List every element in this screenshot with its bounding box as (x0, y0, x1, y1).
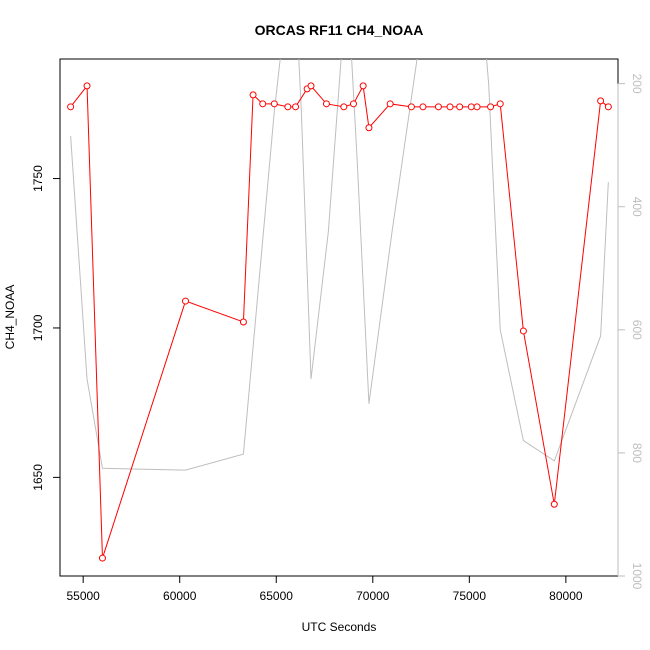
x-tick-label: 70000 (356, 589, 390, 603)
x-tick-label: 65000 (260, 589, 294, 603)
secondary-series-line (70, 59, 609, 471)
data-point (604, 103, 612, 111)
x-tick-label: 75000 (453, 589, 487, 603)
data-point (349, 100, 357, 108)
y-tick-label: 1750 (31, 165, 45, 192)
x-tick-label: 80000 (549, 589, 583, 603)
data-point (67, 103, 75, 111)
plot-clip (67, 59, 612, 562)
data-point (249, 91, 257, 99)
data-point (307, 82, 315, 90)
y-axis-right: 200 400 600 800 1000 (617, 74, 644, 590)
data-point (386, 100, 394, 108)
data-point (496, 100, 504, 108)
y2-tick-label: 400 (630, 197, 644, 217)
plot-area (59, 58, 619, 577)
data-point (270, 100, 278, 108)
data-point (419, 103, 427, 111)
data-point (446, 103, 454, 111)
y-tick-label: 1700 (31, 314, 45, 341)
y2-tick-label: 200 (630, 74, 644, 94)
x-tick-label: 60000 (163, 589, 197, 603)
y-axis-label: CH4_NOAA (3, 285, 17, 350)
data-point (434, 103, 442, 111)
data-point (473, 103, 481, 111)
data-point (322, 100, 330, 108)
primary-series-line (70, 84, 609, 559)
chart-title: ORCAS RF11 CH4_NOAA (255, 22, 424, 38)
data-point (98, 554, 106, 562)
data-point (365, 124, 373, 132)
data-point (182, 297, 190, 305)
data-point (83, 82, 91, 90)
data-point (284, 103, 292, 111)
y2-tick-label: 600 (630, 320, 644, 340)
x-tick-label: 55000 (66, 589, 100, 603)
data-point (456, 103, 464, 111)
data-point (407, 103, 415, 111)
series-primary (67, 82, 612, 562)
data-point (519, 327, 527, 335)
data-point (467, 103, 475, 111)
data-point (340, 103, 348, 111)
x-axis-label: UTC Seconds (302, 620, 377, 634)
y-tick-label: 1650 (31, 464, 45, 491)
data-point (259, 100, 267, 108)
y2-tick-label: 1000 (630, 563, 644, 590)
x-axis: 55000 60000 65000 70000 75000 80000 (66, 575, 583, 603)
y-axis-left: 1650 1700 1750 (31, 165, 61, 491)
series-secondary (70, 59, 609, 471)
data-point (239, 318, 247, 326)
data-point (597, 97, 605, 105)
data-point (292, 103, 300, 111)
data-point (359, 82, 367, 90)
data-point (487, 103, 495, 111)
y2-tick-label: 800 (630, 443, 644, 463)
data-point (550, 500, 558, 508)
